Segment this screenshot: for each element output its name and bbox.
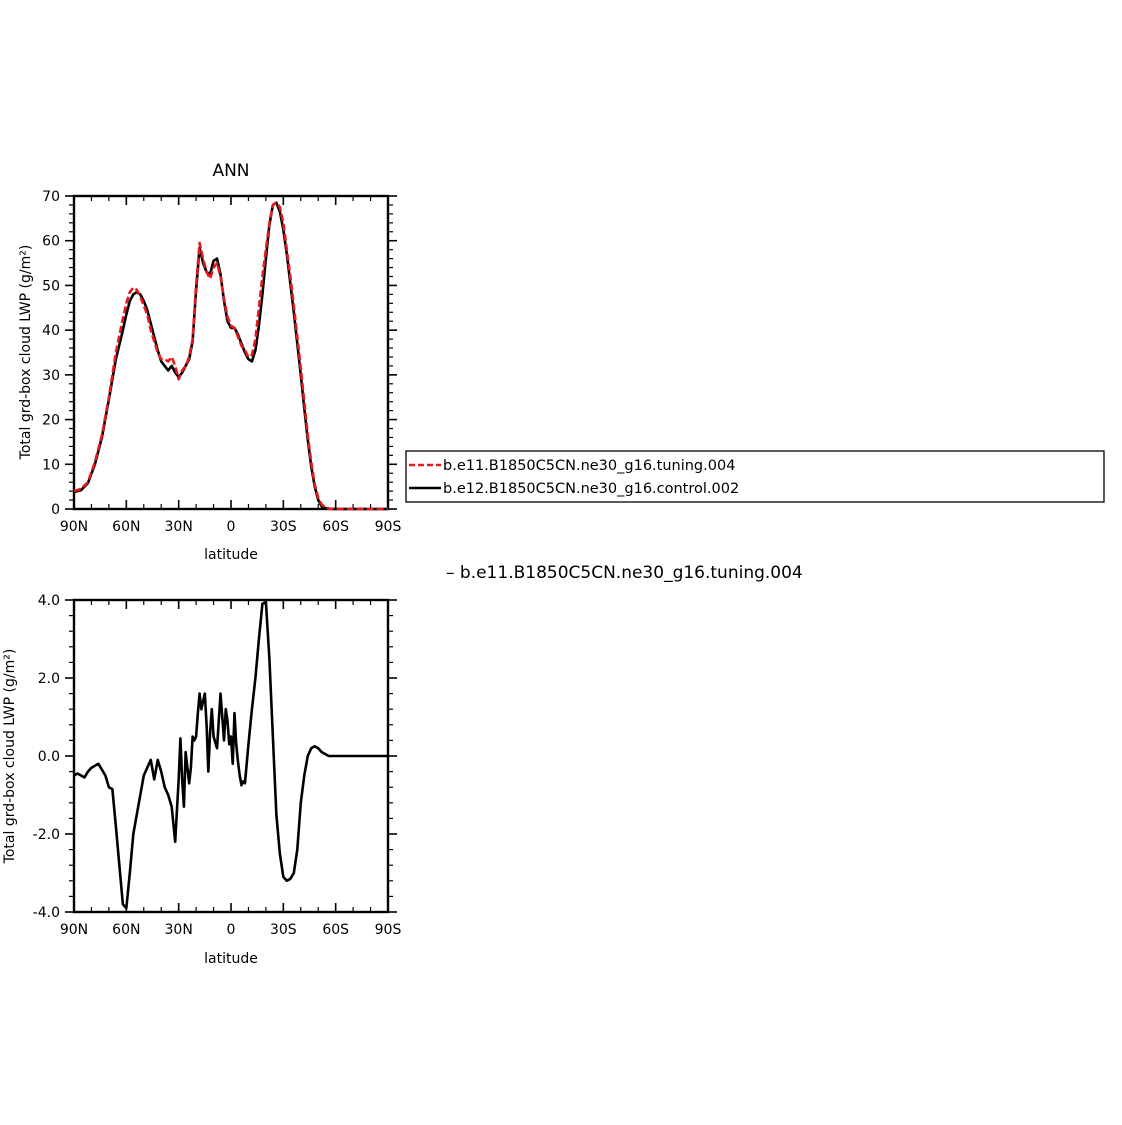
y-tick-label: 2.0 xyxy=(38,671,60,687)
x-tick-label: 60S xyxy=(322,922,349,938)
x-tick-label: 30N xyxy=(165,519,193,535)
y-tick-label: 30 xyxy=(42,368,60,384)
chart-right-title: – b.e11.B1850C5CN.ne30_g16.tuning.004 xyxy=(446,563,803,583)
chart-title: ANN xyxy=(212,161,249,181)
legend-box xyxy=(405,450,1105,503)
y-tick-label: -2.0 xyxy=(33,827,60,843)
legend-label-tuning: b.e11.B1850C5CN.ne30_g16.tuning.004 xyxy=(443,458,735,474)
x-tick-label: 30S xyxy=(270,922,297,938)
x-tick-labels: 90N 60N 30N 0 30S 60S 90S xyxy=(60,922,402,938)
y-axis-label: Total grd-box cloud LWP (g/m²) xyxy=(2,649,18,865)
y-tick-label: 40 xyxy=(42,323,60,339)
y-tick-label: 10 xyxy=(42,457,60,473)
series-line-tuning xyxy=(73,201,388,511)
x-tick-label: 90N xyxy=(60,519,88,535)
y-tick-label: 4.0 xyxy=(38,593,60,609)
lwp-difference-panel: – b.e11.B1850C5CN.ne30_g16.tuning.004 -4… xyxy=(2,563,803,967)
x-tick-label: 0 xyxy=(227,922,236,938)
x-tick-label: 30S xyxy=(270,519,297,535)
x-tick-label: 30N xyxy=(165,922,193,938)
series-line-control xyxy=(73,201,388,511)
x-tick-labels: 90N 60N 30N 0 30S 60S 90S xyxy=(60,519,402,535)
y-tick-label: 0.0 xyxy=(38,749,60,765)
plot-frame xyxy=(72,194,390,511)
series-lines xyxy=(73,201,388,511)
x-tick-label: 60N xyxy=(112,519,140,535)
y-tick-labels: 0 10 20 30 40 50 60 70 xyxy=(42,189,60,518)
y-tick-label: 20 xyxy=(42,413,60,429)
x-tick-label: 90N xyxy=(60,922,88,938)
x-tick-label: 90S xyxy=(375,922,402,938)
y-axis-label: Total grd-box cloud LWP (g/m²) xyxy=(18,245,34,461)
y-tick-label: -4.0 xyxy=(33,905,60,921)
axis-ticks xyxy=(65,195,397,510)
y-tick-label: 70 xyxy=(42,189,60,205)
y-tick-labels: -4.0 -2.0 0.0 2.0 4.0 xyxy=(33,593,60,921)
legend-label-control: b.e12.B1850C5CN.ne30_g16.control.002 xyxy=(443,481,739,497)
x-tick-label: 60N xyxy=(112,922,140,938)
y-tick-label: 0 xyxy=(51,502,60,518)
plot-frame xyxy=(72,598,390,914)
x-axis-label: latitude xyxy=(204,951,258,967)
series-lines xyxy=(73,600,388,910)
y-tick-label: 50 xyxy=(42,278,60,294)
y-tick-label: 60 xyxy=(42,234,60,250)
x-tick-label: 90S xyxy=(375,519,402,535)
x-tick-label: 0 xyxy=(227,519,236,535)
legend: b.e11.B1850C5CN.ne30_g16.tuning.004 b.e1… xyxy=(405,450,1105,503)
series-line-difference xyxy=(73,600,388,910)
x-tick-label: 60S xyxy=(322,519,349,535)
x-axis-label: latitude xyxy=(204,547,258,563)
